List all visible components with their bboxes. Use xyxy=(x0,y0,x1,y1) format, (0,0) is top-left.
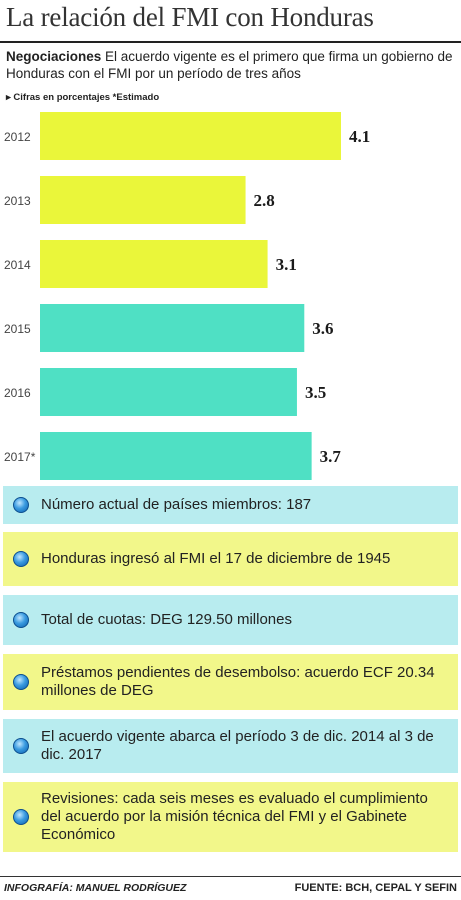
footer-divider xyxy=(0,876,461,877)
fact-box: Revisiones: cada seis meses es evaluado … xyxy=(3,782,458,852)
category-label: 2017* xyxy=(4,450,36,464)
bullet-icon xyxy=(13,612,29,628)
bar-5 xyxy=(40,432,312,480)
credit-text: INFOGRAFÍA: MANUEL RODRÍGUEZ xyxy=(4,882,187,894)
fact-box: Número actual de países miembros: 187 xyxy=(3,486,458,524)
value-label: 3.5 xyxy=(305,383,326,402)
bar-2 xyxy=(40,240,268,288)
value-label: 3.6 xyxy=(312,319,333,338)
value-label: 4.1 xyxy=(349,127,370,146)
category-label: 2016 xyxy=(4,386,31,400)
source-text: FUENTE: BCH, CEPAL Y SEFIN xyxy=(294,882,457,894)
fact-box: Honduras ingresó al FMI el 17 de diciemb… xyxy=(3,532,458,586)
bullet-icon xyxy=(13,674,29,690)
page-title: La relación del FMI con Honduras xyxy=(6,2,374,32)
bullet-icon xyxy=(13,738,29,754)
fact-text: El acuerdo vigente abarca el período 3 d… xyxy=(41,728,434,763)
bar-chart: 2012 4.1 2013 2.8 2014 3.1 2015 3.6 2016 3.5 2017*… xyxy=(4,112,370,480)
category-label: 2014 xyxy=(4,258,31,272)
lead-text: El acuerdo vigente es el primero que fir… xyxy=(6,49,453,81)
fact-text: Revisiones: cada seis meses es evaluado … xyxy=(41,790,428,843)
bullet-icon xyxy=(13,551,29,567)
bar-4 xyxy=(40,368,297,416)
fact-text: Préstamos pendientes de desembolso: acue… xyxy=(41,664,435,699)
chart-note: ▸ Cifras en porcentajes *Estimado xyxy=(6,92,160,103)
title-divider xyxy=(0,41,461,43)
fact-box: El acuerdo vigente abarca el período 3 d… xyxy=(3,719,458,773)
fact-text: Total de cuotas: DEG 129.50 millones xyxy=(41,611,292,628)
fact-text: Honduras ingresó al FMI el 17 de diciemb… xyxy=(41,550,391,567)
bullet-icon xyxy=(13,809,29,825)
value-label: 3.7 xyxy=(320,447,342,466)
bar-3 xyxy=(40,304,305,352)
category-label: 2015 xyxy=(4,322,31,336)
fact-box: Préstamos pendientes de desembolso: acue… xyxy=(3,654,458,710)
value-label: 3.1 xyxy=(276,255,297,274)
bar-1 xyxy=(40,176,246,224)
fact-box: Total de cuotas: DEG 129.50 millones xyxy=(3,595,458,645)
category-label: 2012 xyxy=(4,130,31,144)
fact-text: Número actual de países miembros: 187 xyxy=(41,496,312,513)
bar-0 xyxy=(40,112,341,160)
category-label: 2013 xyxy=(4,194,31,208)
lead-heading: Negociaciones xyxy=(6,49,102,64)
lead-paragraph: Negociaciones El acuerdo vigente es el p… xyxy=(6,48,458,82)
bullet-icon xyxy=(13,497,29,513)
value-label: 2.8 xyxy=(254,191,275,210)
